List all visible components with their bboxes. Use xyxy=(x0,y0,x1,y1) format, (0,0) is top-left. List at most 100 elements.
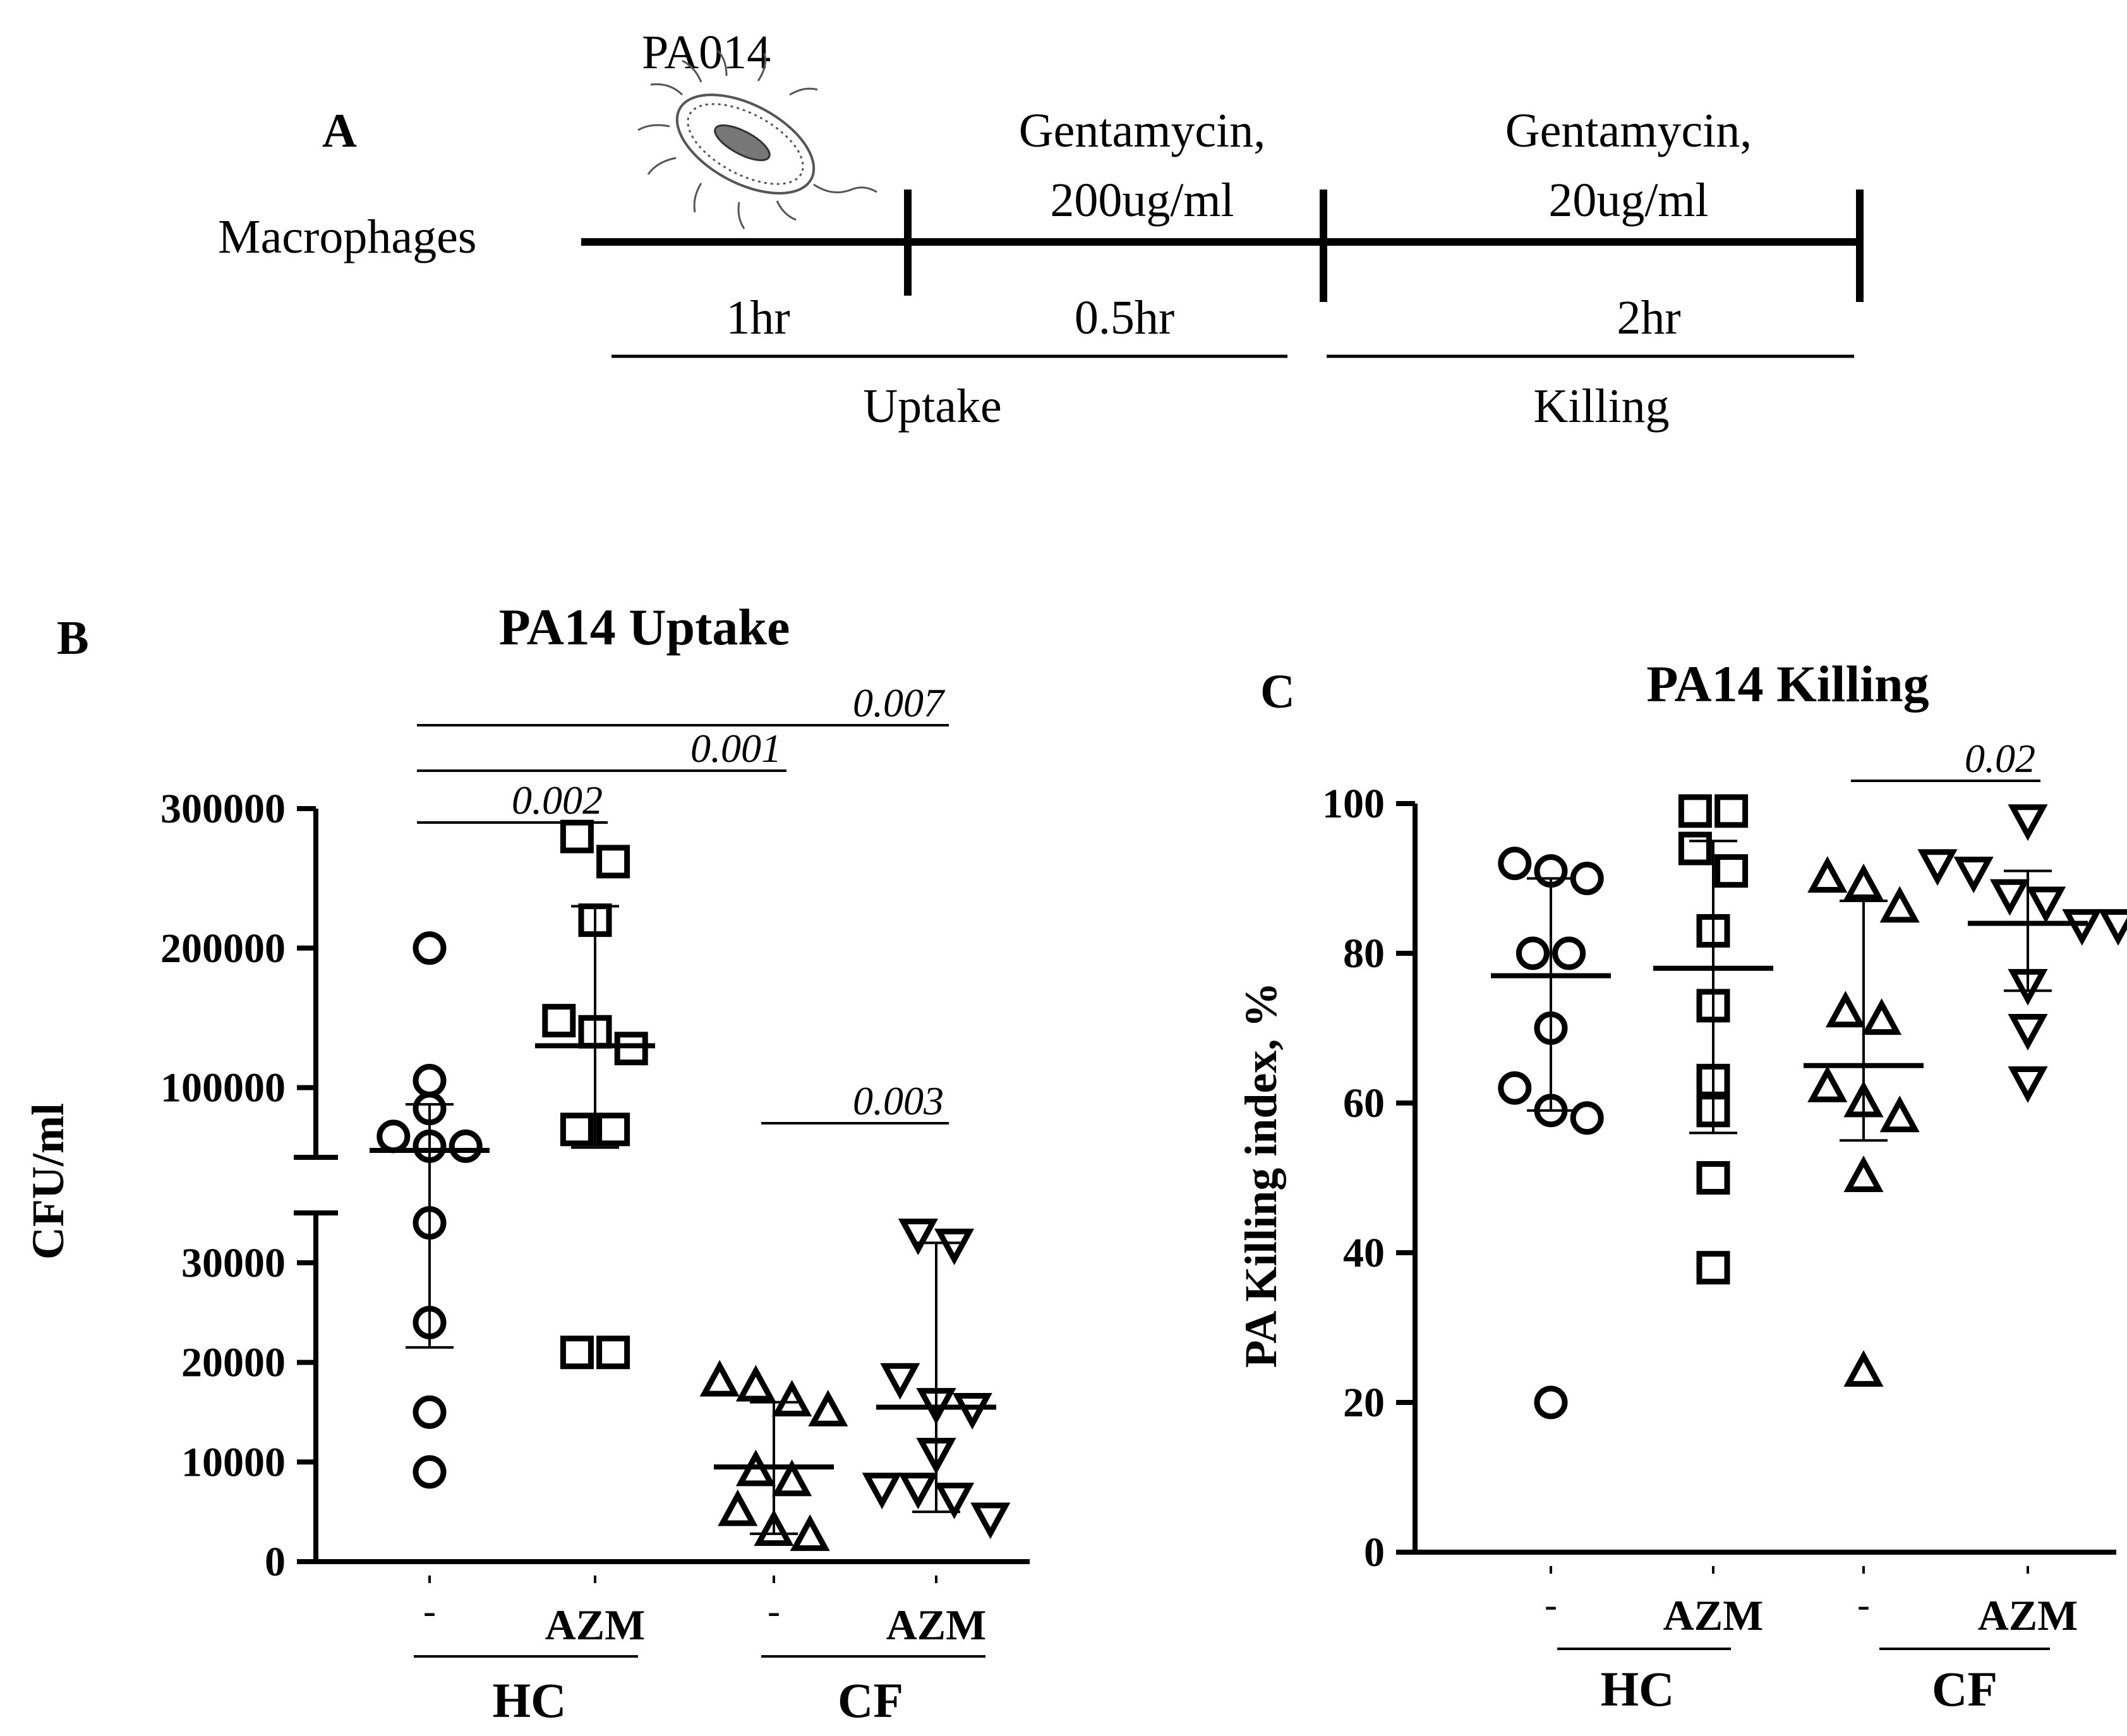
panel-b-point-2-3 xyxy=(808,1390,848,1426)
panel-b-point-0-0 xyxy=(413,931,447,965)
panel-b-point-0-4 xyxy=(413,1129,447,1163)
panel-c-point-3-7 xyxy=(2008,968,2048,1006)
panel-c-point-3-3 xyxy=(1989,879,2030,916)
panel-b-point-1-2 xyxy=(578,903,612,937)
panel-c-point-0-9 xyxy=(1534,1385,1568,1420)
panel-b-point-3-6 xyxy=(862,1473,902,1510)
panel-c-ylabel: PA Killing index, % xyxy=(1236,982,1286,1368)
panel-b-point-1-5 xyxy=(614,1032,648,1066)
panel-c-point-1-5 xyxy=(1696,989,1730,1023)
panel-b-ytick-label-4: 100000 xyxy=(160,1065,286,1111)
panel-c-point-0-6 xyxy=(1498,1071,1532,1105)
panel-c-point-2-4 xyxy=(1862,998,1902,1035)
panel-b-point-1-6 xyxy=(560,1112,594,1147)
panel-b-point-0-3 xyxy=(377,1119,411,1154)
panel-b-comparison-p-3: 0.003 xyxy=(853,1078,944,1123)
panel-b-point-0-9 xyxy=(413,1455,447,1489)
panel-c-point-2-7 xyxy=(1879,1095,1920,1133)
panel-c-point-1-3 xyxy=(1714,854,1749,888)
panel-b-point-3-5 xyxy=(916,1438,956,1474)
panel-c-point-3-6 xyxy=(2098,909,2127,946)
panel-c-point-2-5 xyxy=(1807,1065,1848,1102)
panel-b-point-1-9 xyxy=(596,1335,630,1370)
panel-b-letter: B xyxy=(57,612,89,665)
timeline-start-label: Macrophages xyxy=(218,210,476,263)
panel-b-xlabel-3: AZM xyxy=(886,1601,987,1649)
panel-b-comparison-p-2: 0.007 xyxy=(853,680,946,725)
phase-killing: Killing xyxy=(1533,380,1669,433)
panel-b-title: PA14 Uptake xyxy=(499,598,790,656)
panel-c-group-hc: HC xyxy=(1601,1661,1675,1716)
panel-c-ytick-label-1: 20 xyxy=(1343,1380,1385,1426)
panel-c-xlabel-1: AZM xyxy=(1663,1591,1764,1639)
panel-b-point-1-8 xyxy=(560,1335,594,1370)
panel-b: B PA14 Uptake CFU/ml 0 10000 20000 30000 100… xyxy=(23,598,1030,1728)
panel-c-point-3-4 xyxy=(2026,886,2066,924)
panel-c-point-2-3 xyxy=(1825,991,1865,1028)
panel-b-point-0-6 xyxy=(413,1206,447,1240)
panel-c-point-2-6 xyxy=(1843,1080,1884,1118)
panel-b-point-1-1 xyxy=(596,845,630,879)
panel-c-title: PA14 Killing xyxy=(1646,655,1929,713)
panel-c-point-0-0 xyxy=(1498,847,1532,881)
panel-b-point-2-6 xyxy=(718,1489,758,1526)
panel-b-point-2-5 xyxy=(772,1459,812,1497)
panel-c-point-0-2 xyxy=(1570,862,1604,895)
panel-c-point-3-9 xyxy=(2008,1066,2048,1103)
panel-b-ytick-label-3: 30000 xyxy=(181,1240,286,1286)
panel-c-point-0-5 xyxy=(1534,1011,1568,1045)
panel-c-ytick-label-0: 0 xyxy=(1364,1529,1385,1576)
panel-c-yticks: 0 20 40 60 80 100 xyxy=(1322,781,1415,1576)
panel-c-point-1-2 xyxy=(1678,831,1712,865)
duration-2: 0.5hr xyxy=(1075,291,1174,344)
panel-c-point-3-0 xyxy=(2008,804,2048,841)
panel-c-point-0-4 xyxy=(1552,936,1586,970)
panel-b-point-0-5 xyxy=(449,1129,483,1163)
bacterium-icon xyxy=(637,49,877,229)
panel-b-point-1-0 xyxy=(560,819,594,853)
panel-c-comparison-p-0: 0.02 xyxy=(1965,736,2035,781)
panel-b-point-2-7 xyxy=(754,1509,794,1546)
panel-c-point-1-9 xyxy=(1696,1251,1730,1285)
panel-c-point-1-8 xyxy=(1696,1161,1730,1195)
panel-c-point-2-1 xyxy=(1843,863,1884,900)
panel-b-ytick-label-2: 20000 xyxy=(181,1340,286,1386)
panel-b-ytick-label-5: 200000 xyxy=(160,925,286,972)
panel-b-comparison-p-1: 0.001 xyxy=(690,726,781,771)
panel-c-point-3-1 xyxy=(1917,849,1958,886)
panel-c-point-1-4 xyxy=(1696,913,1730,948)
panel-b-point-2-0 xyxy=(699,1359,740,1397)
panel-c-xlabel-0: - xyxy=(1545,1584,1557,1625)
panel-b-point-3-2 xyxy=(880,1363,920,1400)
panel-c-point-1-1 xyxy=(1714,794,1749,828)
panel-b-xlabel-2: - xyxy=(768,1590,780,1632)
panel-c-xlabel-3: AZM xyxy=(1978,1591,2078,1639)
panel-b-point-1-3 xyxy=(542,1004,576,1038)
panel-b-comparisons: 0.002 0.001 0.007 0.003 xyxy=(417,680,949,1124)
panel-b-group-hc: HC xyxy=(493,1673,567,1728)
panel-a: A Macrophages PA014 Gentamycin, 200ug/ml… xyxy=(218,26,1864,433)
panel-b-point-3-1 xyxy=(934,1228,975,1265)
panel-c: C PA14 Killing PA Killing index, % 0 20 40… xyxy=(1236,655,2127,1716)
panel-b-point-3-7 xyxy=(898,1473,938,1510)
step2-label-line2: 200ug/ml xyxy=(1050,174,1234,227)
panel-b-point-0-7 xyxy=(413,1305,447,1339)
duration-3: 2hr xyxy=(1617,291,1680,344)
panel-c-point-2-9 xyxy=(1843,1350,1884,1387)
panel-c-ytick-label-3: 60 xyxy=(1343,1080,1385,1126)
step3-label-line2: 20ug/ml xyxy=(1548,174,1708,227)
panel-c-point-0-8 xyxy=(1570,1101,1604,1135)
panel-c-xlabel-2: - xyxy=(1857,1584,1870,1625)
duration-1: 1hr xyxy=(726,291,790,344)
panel-b-ytick-label-0: 0 xyxy=(265,1539,286,1585)
panel-b-point-2-1 xyxy=(735,1365,776,1402)
panel-b-comparison-p-0: 0.002 xyxy=(512,778,603,823)
panel-c-point-0-3 xyxy=(1515,936,1550,970)
panel-b-point-1-7 xyxy=(596,1112,630,1147)
panel-b-point-0-8 xyxy=(413,1395,447,1429)
panel-b-xlabel-1: AZM xyxy=(545,1601,646,1649)
panel-a-letter: A xyxy=(322,104,357,157)
panel-b-group-cf: CF xyxy=(838,1673,903,1728)
panel-c-point-2-0 xyxy=(1807,856,1848,893)
